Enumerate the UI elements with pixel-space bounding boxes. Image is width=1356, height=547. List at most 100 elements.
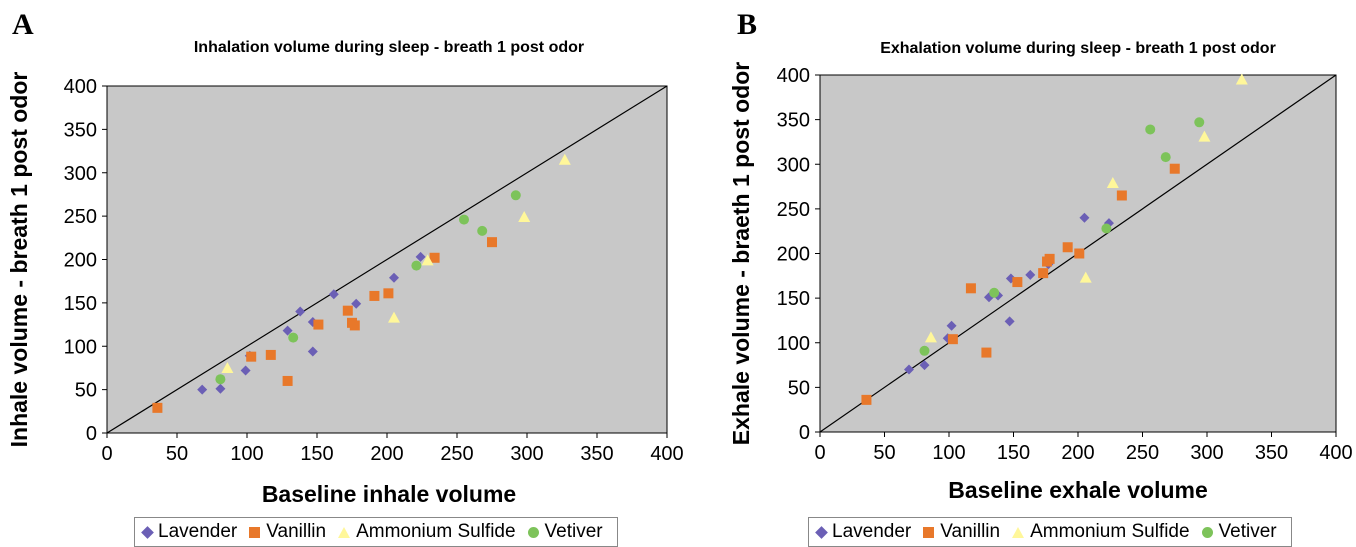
circle-marker-icon	[1201, 526, 1213, 538]
data-point	[328, 289, 339, 300]
data-point	[388, 311, 400, 323]
y-tick-label: 350	[64, 119, 97, 141]
y-tick-label: 400	[64, 76, 97, 98]
y-tick-label: 250	[777, 199, 810, 221]
data-point	[221, 361, 234, 373]
diamond-marker-icon	[141, 525, 154, 539]
x-tick-label: 200	[370, 443, 403, 465]
triangle-marker-icon	[338, 526, 351, 538]
scatter-chart-exhalation: Exhalation volume during sleep - breath …	[728, 40, 1353, 503]
y-tick-label: 400	[777, 65, 810, 87]
chart-title: Inhalation volume during sleep - breath …	[194, 39, 584, 56]
x-tick-label: 50	[873, 442, 895, 464]
data-point	[1145, 124, 1156, 135]
data-point	[1079, 271, 1092, 283]
legend-item-vetiver: Vetiver	[527, 521, 603, 543]
data-point	[477, 225, 488, 236]
data-point	[1025, 269, 1036, 280]
data-point	[510, 190, 521, 201]
data-point	[946, 320, 957, 331]
x-tick-label: 150	[300, 443, 333, 465]
x-tick-label: 350	[580, 443, 613, 465]
x-tick-label: 300	[1190, 442, 1223, 464]
x-tick-label: 250	[440, 443, 473, 465]
y-tick-label: 350	[777, 110, 810, 132]
data-point	[415, 251, 426, 262]
triangle-marker-icon	[1012, 526, 1025, 538]
x-tick-label: 100	[932, 442, 965, 464]
y-tick-label: 150	[777, 288, 810, 310]
data-point	[429, 252, 440, 263]
legend-item-vanillin: Vanillin	[923, 521, 1000, 543]
legend-label: Ammonium Sulfide	[1030, 521, 1190, 542]
x-tick-label: 300	[510, 443, 543, 465]
series-vetiver	[919, 117, 1205, 356]
data-point	[1074, 248, 1085, 259]
data-point	[1005, 273, 1016, 284]
x-tick-label: 400	[1319, 442, 1352, 464]
legend-item-ammonium-sulfide: Ammonium Sulfide	[338, 521, 516, 543]
data-point	[558, 153, 571, 165]
legend-label: Vetiver	[544, 521, 603, 542]
x-tick-label: 100	[230, 443, 263, 465]
data-point	[197, 384, 208, 395]
data-point	[313, 319, 324, 330]
data-point	[919, 360, 930, 371]
data-point	[1235, 73, 1248, 85]
data-point	[351, 298, 362, 309]
diamond-marker-icon	[815, 525, 828, 539]
data-point	[288, 332, 299, 343]
legend-item-lavender: Lavender	[141, 521, 237, 543]
y-tick-label: 150	[64, 293, 97, 315]
data-point	[421, 254, 434, 266]
data-point	[1044, 253, 1055, 264]
data-point	[1160, 152, 1171, 163]
data-point	[1116, 190, 1127, 201]
y-tick-label: 50	[788, 377, 810, 399]
y-axis-title: Exhale volume - braeth 1 post odor	[728, 62, 754, 445]
legend-item-lavender: Lavender	[815, 521, 911, 543]
data-point	[924, 331, 937, 343]
y-tick-label: 250	[64, 206, 97, 228]
data-point	[989, 287, 1000, 298]
y-tick-label: 100	[777, 333, 810, 355]
data-point	[383, 288, 394, 299]
legend-label: Ammonium Sulfide	[356, 521, 516, 542]
x-tick-label: 0	[814, 442, 825, 464]
data-point	[152, 402, 163, 413]
data-point	[1169, 163, 1180, 174]
panel-letter-a: A	[12, 8, 34, 41]
x-tick-label: 250	[1126, 442, 1159, 464]
series-vanillin	[861, 163, 1180, 405]
data-point	[919, 345, 930, 356]
x-tick-label: 150	[997, 442, 1030, 464]
legend-item-vetiver: Vetiver	[1201, 521, 1277, 543]
panel-a: A Inhalation volume during sleep - breat…	[6, 8, 684, 547]
data-point	[369, 290, 380, 301]
panel-letter-b: B	[737, 8, 758, 41]
x-tick-label: 200	[1061, 442, 1094, 464]
legend-a: Lavender Vanillin Ammonium Sulfide Vetiv…	[134, 517, 618, 547]
x-axis-title: Baseline inhale volume	[262, 481, 516, 507]
data-point	[518, 210, 531, 222]
data-point	[1101, 223, 1112, 234]
data-point	[904, 364, 915, 375]
data-point	[215, 383, 226, 394]
data-point	[459, 214, 469, 225]
x-tick-label: 50	[166, 443, 188, 465]
data-point	[1079, 212, 1090, 223]
data-point	[342, 305, 353, 316]
data-point	[215, 374, 226, 385]
data-point	[1194, 117, 1205, 128]
legend-label: Vanillin	[266, 521, 327, 542]
data-point	[1103, 218, 1114, 229]
chart-title: Exhalation volume during sleep - breath …	[880, 40, 1276, 57]
data-point	[487, 237, 497, 248]
reference-line	[106, 85, 668, 434]
data-point	[295, 306, 306, 317]
data-point	[389, 272, 399, 283]
y-tick-label: 200	[64, 250, 97, 272]
data-point	[265, 349, 276, 360]
data-point	[1106, 176, 1119, 188]
data-point	[282, 375, 293, 386]
